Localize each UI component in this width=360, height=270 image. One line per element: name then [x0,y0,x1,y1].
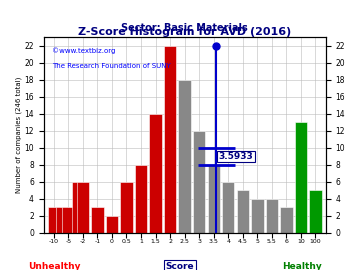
Bar [48,207,60,233]
Bar [72,182,84,233]
Bar [237,190,249,233]
Bar [135,165,147,233]
Text: Score: Score [166,262,194,270]
Text: Healthy: Healthy [283,262,322,270]
Bar [207,165,220,233]
Bar [222,182,234,233]
Bar [120,182,133,233]
Bar [280,207,293,233]
Text: Unhealthy: Unhealthy [28,262,80,270]
Text: ©www.textbiz.org: ©www.textbiz.org [52,47,116,54]
Text: 3.5933: 3.5933 [219,152,253,161]
Bar [266,199,278,233]
Bar [295,122,307,233]
Text: Sector: Basic Materials: Sector: Basic Materials [121,23,248,33]
Title: Z-Score Histogram for AVD (2016): Z-Score Histogram for AVD (2016) [78,27,291,37]
Bar [62,207,75,233]
Bar [57,207,69,233]
Bar [193,131,205,233]
Bar [179,80,191,233]
Bar [309,190,321,233]
Bar [149,114,162,233]
Bar [91,207,104,233]
Bar [164,46,176,233]
Bar [106,216,118,233]
Bar [77,182,89,233]
Bar [251,199,264,233]
Text: The Research Foundation of SUNY: The Research Foundation of SUNY [52,63,171,69]
Y-axis label: Number of companies (246 total): Number of companies (246 total) [15,77,22,193]
